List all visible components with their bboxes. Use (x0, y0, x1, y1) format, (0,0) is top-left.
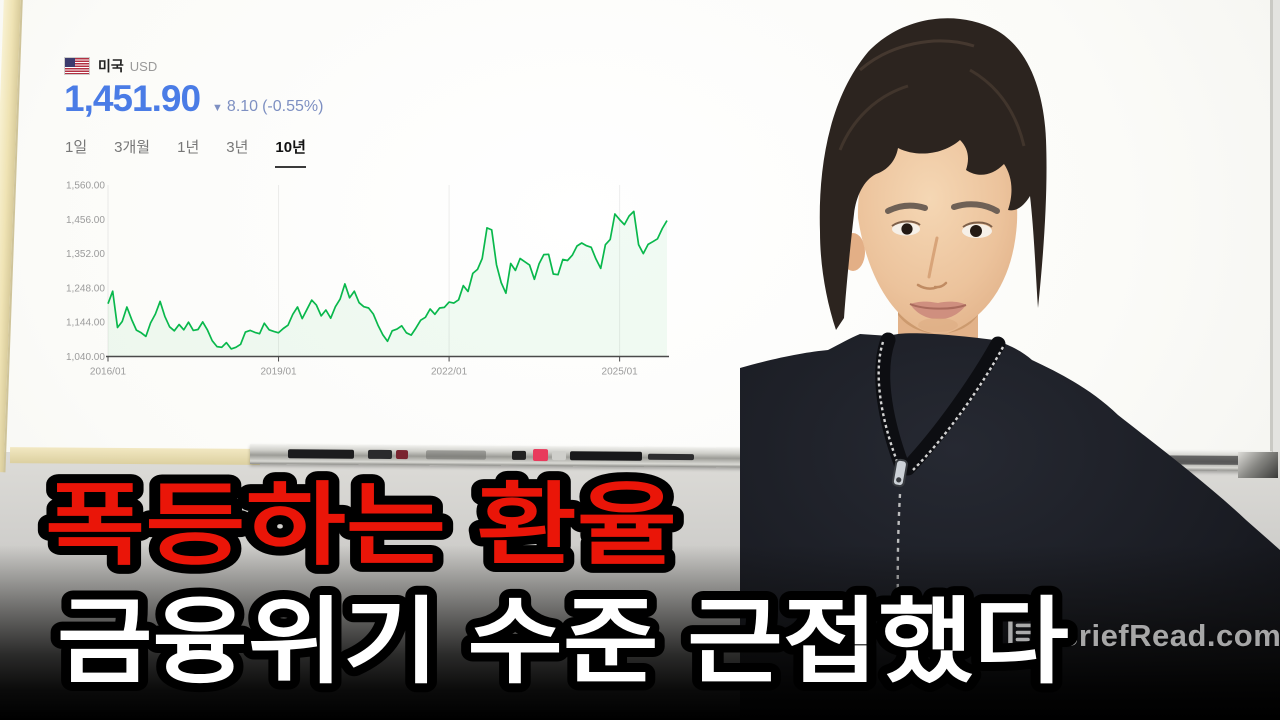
exchange-rate-widget: 2016/01 2019/01 2022/01 2025/01 1,560.00 1,4… (56, 48, 688, 380)
x-axis-label: 2025/01 (602, 367, 639, 378)
y-axis-label: 1,560.00 (66, 181, 105, 192)
tab-1year[interactable]: 1년 (177, 139, 200, 156)
presenter-iris-right (970, 225, 982, 237)
marker-black (287, 449, 355, 459)
tab-1day[interactable]: 1일 (65, 139, 88, 156)
us-flag-icon (64, 57, 90, 75)
presenter-hair-wave-3 (969, 68, 1026, 147)
marker-black-thin (647, 453, 695, 461)
x-axis-label: 2019/01 (260, 367, 297, 378)
tab-3months[interactable]: 3개월 (114, 139, 151, 156)
chart-line (107, 210, 668, 350)
marker-black-long (569, 451, 643, 461)
document-pen-icon (1008, 612, 1048, 660)
eraser-red (532, 448, 549, 462)
x-axis-ticks: 2016/01 2019/01 2022/01 2025/01 (90, 356, 639, 378)
country-label: 미국 (98, 58, 124, 74)
change-percent: (-0.55%) (262, 98, 324, 115)
watermark-text: BriefRead.com (1056, 618, 1280, 653)
tab-10years[interactable]: 10년 (275, 136, 306, 168)
down-triangle-icon: ▼ (212, 102, 223, 114)
presenter-hair (819, 18, 1047, 330)
y-axis-label: 1,248.00 (66, 283, 105, 294)
wall-right (1273, 0, 1280, 455)
presenter-chin-shade (918, 318, 958, 332)
presenter-nose (927, 236, 939, 279)
watermark: BriefRead.com (1006, 612, 1280, 660)
x-axis-label: 2016/01 (90, 367, 127, 378)
presenter-sweater (740, 333, 1280, 720)
current-price: 1,451.90 (64, 78, 201, 119)
whiteboard-frame-corner (9, 447, 261, 465)
price-row: 1,451.90 ▼ 8.10 (-0.55%) (64, 78, 323, 120)
presenter-hair-wave-2 (838, 84, 909, 151)
whiteboard-right-edge (1270, 0, 1273, 455)
presenter-eyelid-right (962, 221, 993, 228)
y-axis-label: 1,040.00 (66, 352, 105, 363)
presenter-lips (910, 301, 966, 320)
zipper-teeth-right (912, 346, 1005, 471)
marker-black-small (511, 450, 527, 460)
presenter-iris-left (901, 223, 913, 235)
y-axis-label: 1,456.00 (66, 215, 105, 226)
y-axis-label: 1,144.00 (66, 318, 105, 329)
chart-gridlines (107, 185, 621, 357)
marker-darkred (395, 450, 409, 460)
tab-3years[interactable]: 3년 (226, 139, 249, 156)
rate-line-chart: 2016/01 2019/01 2022/01 2025/01 1,560.00 1,4… (66, 181, 669, 378)
presenter-eyebrow-right (951, 201, 1000, 214)
presenter-hair-wave-1 (859, 39, 975, 72)
presenter-eyelid-left (891, 220, 921, 227)
period-tabs: 1일 3개월 1년 3년 10년 (65, 136, 306, 168)
presenter-nostrils (916, 281, 948, 290)
currency-code: USD (129, 58, 158, 74)
sweater-collar-right-edge (900, 336, 1006, 476)
y-axis-label: 1,352.00 (66, 249, 105, 260)
sweater-collar-left-edge (875, 332, 910, 474)
x-axis-label: 2022/01 (431, 367, 468, 378)
chart-area-fill (108, 211, 667, 357)
change-value: 8.10 (226, 98, 259, 115)
quote-header: 미국 USD (64, 56, 158, 76)
presenter-eyebrow-left (885, 202, 928, 214)
marker-silver (551, 451, 567, 461)
marker-gray (425, 450, 487, 460)
marker-dark (367, 449, 393, 459)
y-axis-labels: 1,560.00 1,456.00 1,352.00 1,248.00 1,144.00… (66, 181, 105, 364)
presenter-mouth-line (909, 303, 967, 310)
